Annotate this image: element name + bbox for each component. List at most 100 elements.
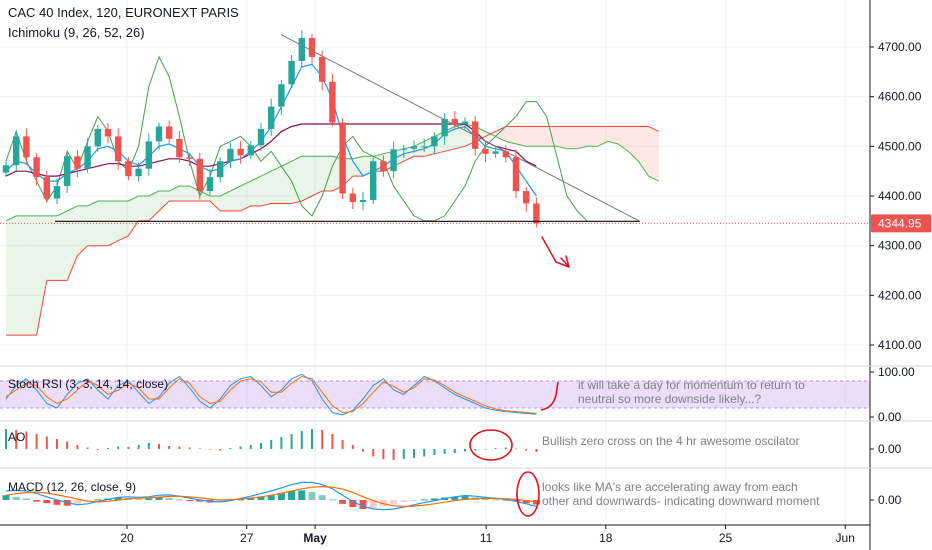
macd-histogram-bar	[328, 499, 336, 501]
cloud-segment	[526, 126, 537, 147]
cloud-segment	[271, 166, 282, 204]
candle-body	[533, 203, 540, 224]
time-tick-label: Jun	[836, 531, 855, 545]
stoch-annotation-mark	[540, 381, 559, 411]
candle-body	[359, 199, 367, 202]
cloud-segment	[57, 210, 68, 281]
candle	[247, 141, 254, 160]
lagging-span-line	[5, 55, 588, 222]
candle	[74, 150, 81, 178]
cloud-segment	[159, 191, 170, 211]
macd-histogram-bar	[216, 500, 224, 502]
macd-histogram-bar	[532, 500, 540, 505]
candle-body	[23, 136, 30, 158]
candle-body	[64, 156, 71, 187]
cloud-segment	[179, 186, 190, 201]
macd-histogram-bar	[196, 500, 204, 502]
indicator-label: Ichimoku (9, 26, 52, 26)	[8, 25, 145, 40]
last-price-badge	[871, 214, 931, 233]
candle-body	[115, 136, 122, 162]
ao-pane	[5, 429, 538, 461]
time-tick-label: 18	[599, 531, 613, 545]
candle	[13, 130, 20, 171]
candle-body	[135, 168, 142, 177]
candle	[319, 50, 326, 91]
candle-body	[155, 126, 163, 142]
candle	[115, 128, 122, 170]
cloud-segment	[128, 196, 139, 236]
candle	[461, 117, 469, 130]
macd-histogram-bar	[12, 496, 20, 500]
candle-body	[166, 126, 173, 139]
candle-body	[2, 165, 10, 173]
macd-histogram-bar	[247, 498, 255, 500]
candle-body	[349, 193, 356, 202]
cloud-segment	[26, 215, 37, 336]
span-a-line	[5, 123, 660, 222]
stoch-rsi-label: Stoch RSI (3, 3, 14, 14, close)	[8, 377, 168, 391]
cloud-segment	[505, 126, 516, 144]
candle-body	[196, 158, 203, 192]
stoch-note-line-2: neutral so more downside likely...?	[578, 392, 762, 406]
candle	[523, 187, 530, 212]
macd-histogram-bar	[73, 500, 81, 504]
candle-body	[390, 149, 397, 172]
last-price-label: 4344.95	[878, 216, 922, 230]
candle-body	[441, 119, 448, 137]
macd-histogram-bar	[379, 500, 387, 506]
macd-histogram-bar	[318, 495, 326, 500]
cloud-segment	[607, 126, 618, 144]
candle	[257, 122, 265, 151]
candle	[2, 161, 10, 177]
candle-body	[502, 151, 509, 158]
cloud-segment	[454, 123, 465, 149]
stoch-tick-label: 100.00	[878, 365, 915, 379]
candle	[380, 155, 387, 177]
cloud-segment	[138, 196, 149, 221]
price-overlays	[0, 34, 870, 268]
time-tick-label: 11	[480, 531, 493, 545]
candle-body	[288, 60, 295, 85]
ao-note: Bullish zero cross on the 4 hr awesome o…	[542, 434, 799, 448]
candle-body	[237, 148, 244, 156]
time-tick-label: 27	[240, 531, 254, 545]
candle	[359, 192, 367, 211]
candle	[431, 132, 438, 154]
span-b-line	[6, 126, 660, 336]
candle	[43, 171, 50, 203]
cloud-segment	[648, 126, 659, 182]
cloud-segment	[250, 176, 261, 206]
cloud-segment	[36, 215, 47, 336]
macd-histogram-bar	[308, 492, 316, 500]
macd-tick-label: 0.00	[878, 493, 902, 507]
candle-body	[257, 128, 265, 146]
candle	[196, 152, 203, 200]
candle-body	[461, 121, 469, 124]
macd-histogram-bar	[451, 496, 459, 500]
macd-histogram-bar	[430, 498, 438, 500]
candle	[441, 113, 448, 145]
candle	[166, 120, 173, 143]
candle	[410, 140, 418, 153]
macd-histogram-bar	[369, 500, 377, 508]
candle-body	[206, 177, 214, 192]
cloud-segment	[556, 126, 567, 149]
macd-histogram-bar	[2, 495, 10, 500]
macd-histogram-bar	[420, 499, 428, 501]
candle	[288, 54, 295, 89]
cloud-segment	[628, 126, 639, 162]
macd-histogram-bar	[155, 497, 163, 500]
candle	[84, 138, 91, 173]
candle-body	[380, 161, 387, 172]
cloud-segment	[87, 200, 98, 246]
macd-histogram-bar	[512, 500, 520, 502]
candle	[533, 197, 540, 228]
candle	[390, 141, 397, 179]
candle	[512, 149, 520, 198]
candle-body	[512, 157, 520, 192]
macd-signal-line	[5, 485, 537, 508]
candle	[53, 178, 61, 204]
price-tick-label: 4700.00	[878, 40, 922, 54]
candle-body	[431, 136, 438, 147]
